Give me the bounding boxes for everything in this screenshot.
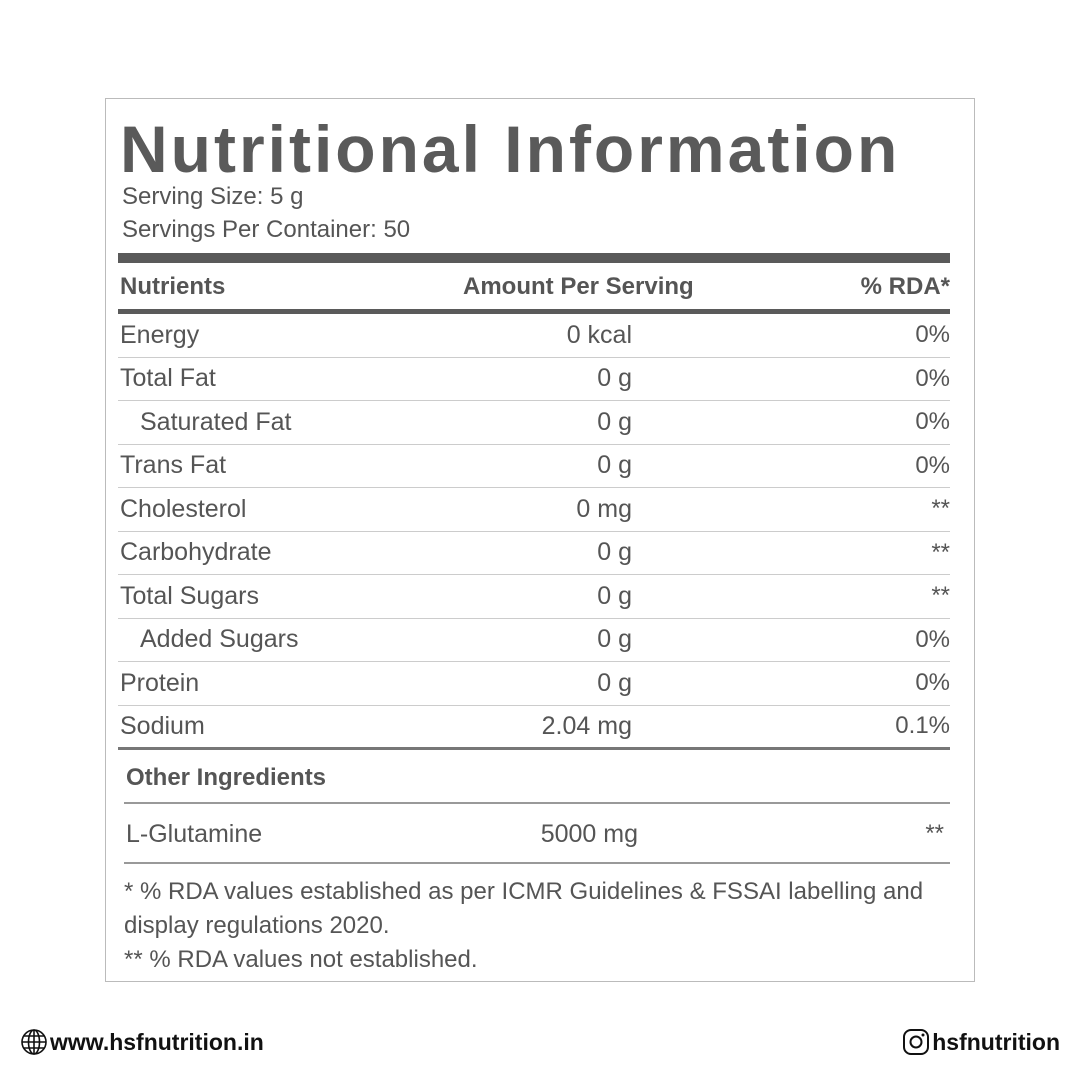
- nutrient-name: L-Glutamine: [126, 819, 263, 848]
- divider: [118, 253, 950, 263]
- footnote: ** % RDA values not established.: [124, 946, 478, 973]
- nutrient-name: Total Sugars: [120, 581, 259, 610]
- amount: 0 g: [597, 364, 632, 393]
- amount: 0 g: [597, 625, 632, 654]
- footnotes: * % RDA values established as per ICMR G…: [124, 875, 954, 977]
- rda: 0%: [915, 625, 950, 653]
- amount: 0 g: [597, 451, 632, 480]
- serving-size: Serving Size: 5 g: [122, 183, 304, 210]
- other-body: L-Glutamine 5000 mg **: [124, 806, 950, 864]
- nutrient-name: Added Sugars: [140, 625, 299, 654]
- nutrient-name: Total Fat: [120, 364, 216, 393]
- table-header: Nutrients Amount Per Serving % RDA*: [118, 265, 950, 314]
- rda: **: [931, 582, 950, 610]
- social: hsfnutrition: [902, 1028, 1060, 1056]
- amount: 0 g: [597, 581, 632, 610]
- amount: 0 g: [597, 407, 632, 436]
- other-heading: Other Ingredients: [124, 754, 950, 804]
- amount: 0 g: [597, 538, 632, 567]
- table-row: L-Glutamine 5000 mg **: [124, 806, 950, 864]
- rda: 0%: [915, 321, 950, 349]
- amount: 2.04 mg: [541, 711, 632, 740]
- nutrition-label: Nutritional Information Serving Size: 5 …: [105, 98, 975, 982]
- rda: **: [931, 495, 950, 523]
- rda: **: [925, 820, 944, 847]
- table-row: Protein 0 g 0%: [118, 662, 950, 706]
- amount: 0 mg: [576, 494, 632, 523]
- table-row: Added Sugars 0 g 0%: [118, 619, 950, 662]
- website: www.hsfnutrition.in: [20, 1028, 264, 1056]
- table-row: Saturated Fat 0 g 0%: [118, 401, 950, 445]
- table-row: Energy 0 kcal 0%: [118, 314, 950, 358]
- rda: **: [931, 538, 950, 566]
- nutrient-name: Trans Fat: [120, 451, 227, 480]
- footnote: * % RDA values established as per ICMR G…: [124, 878, 924, 939]
- amount: 0 kcal: [566, 320, 632, 349]
- rda: 0%: [915, 408, 950, 436]
- social-text: hsfnutrition: [932, 1028, 1060, 1055]
- table-row: Cholesterol 0 mg **: [118, 488, 950, 532]
- table-row: Total Sugars 0 g **: [118, 575, 950, 619]
- instagram-icon: [903, 1029, 930, 1055]
- nutrient-name: Sodium: [120, 711, 205, 740]
- header-cell: Amount Per Serving: [463, 273, 694, 300]
- nutrient-name: Cholesterol: [120, 494, 247, 523]
- table-body: Energy 0 kcal 0% Total Fat 0 g 0% Saturated Fa…: [118, 314, 950, 750]
- rda: 0.1%: [895, 712, 950, 739]
- amount: 5000 mg: [540, 819, 638, 848]
- nutrient-name: Saturated Fat: [140, 407, 292, 436]
- title: Nutritional Information: [120, 112, 901, 186]
- globe-icon: [21, 1029, 47, 1055]
- nutrient-name: Protein: [120, 668, 200, 697]
- nutrient-name: Energy: [120, 320, 200, 349]
- table-row: Sodium 2.04 mg 0.1%: [118, 706, 950, 750]
- header-cell: % RDA*: [860, 273, 950, 300]
- nutrient-name: Carbohydrate: [120, 538, 272, 567]
- servings-per-container: Servings Per Container: 50: [122, 216, 411, 243]
- website-text: www.hsfnutrition.in: [50, 1028, 264, 1055]
- table-row: Total Fat 0 g 0%: [118, 358, 950, 401]
- rda: 0%: [915, 451, 950, 479]
- table-row: Trans Fat 0 g 0%: [118, 445, 950, 488]
- table-row: Carbohydrate 0 g **: [118, 532, 950, 575]
- rda: 0%: [915, 364, 950, 392]
- header-cell: Nutrients: [120, 273, 226, 300]
- amount: 0 g: [597, 668, 632, 697]
- rda: 0%: [915, 669, 950, 697]
